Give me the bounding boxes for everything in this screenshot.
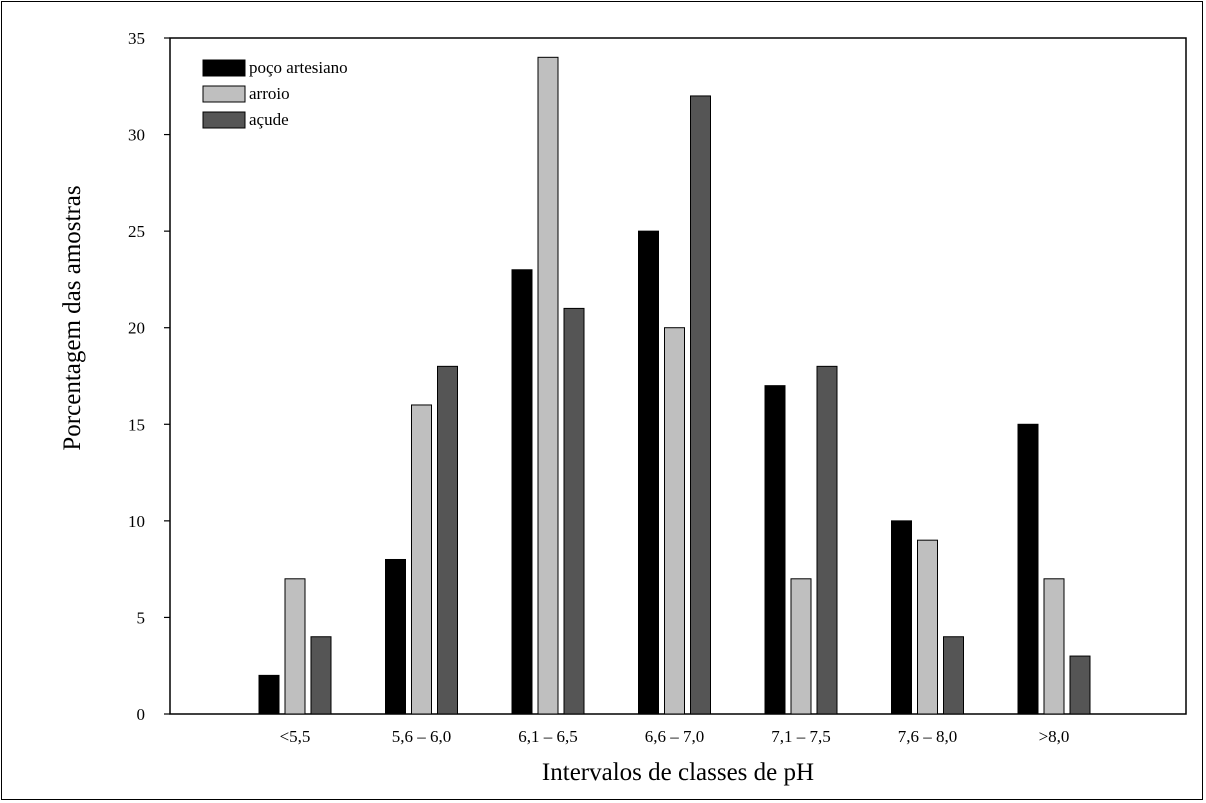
y-axis-ticks: 0 5 10 15 20 25 30 35 (128, 29, 170, 724)
x-tick-label: 5,6 – 6,0 (392, 727, 452, 746)
y-tick-label: 20 (128, 319, 145, 338)
bar (411, 404, 432, 715)
bar (563, 307, 585, 715)
bar (284, 578, 306, 715)
bars (258, 56, 1091, 715)
bar (664, 327, 685, 715)
y-tick-label: 25 (128, 222, 145, 241)
x-axis-ticks: <5,5 5,6 – 6,0 6,1 – 6,5 6,6 – 7,0 7,1 – 7,5… (280, 727, 1070, 746)
y-tick-label: 15 (128, 415, 145, 434)
bar (437, 365, 458, 715)
x-tick-label: 7,6 – 8,0 (898, 727, 958, 746)
legend: poço artesiano arroio açude (202, 58, 348, 129)
legend-swatch (202, 59, 246, 77)
x-axis-title: Intervalos de classes de pH (542, 759, 814, 786)
bar (385, 558, 406, 715)
bar (816, 365, 838, 715)
x-tick-label: >8,0 (1039, 727, 1070, 746)
x-tick-label: 6,6 – 7,0 (645, 727, 705, 746)
bar (537, 56, 559, 715)
x-tick-label: 6,1 – 6,5 (518, 727, 578, 746)
y-tick-label: 35 (128, 29, 145, 48)
bar (891, 520, 912, 715)
bar (943, 636, 964, 715)
legend-swatch (202, 85, 246, 103)
bar (1017, 423, 1039, 715)
bar (764, 385, 786, 715)
x-tick-label: <5,5 (280, 727, 311, 746)
bar (638, 230, 659, 715)
legend-swatch (202, 111, 246, 129)
bar (1043, 578, 1065, 715)
y-axis-title: Porcentagem das amostras (59, 185, 86, 450)
bar (690, 95, 711, 715)
legend-label: açude (249, 110, 289, 129)
legend-label: poço artesiano (249, 58, 348, 77)
bar (790, 578, 812, 715)
bar (511, 269, 533, 715)
bar (258, 674, 280, 715)
y-tick-label: 10 (128, 512, 145, 531)
bar (917, 539, 938, 715)
y-tick-label: 0 (137, 705, 146, 724)
legend-label: arroio (249, 84, 290, 103)
y-tick-label: 5 (137, 608, 146, 627)
x-tick-label: 7,1 – 7,5 (771, 727, 831, 746)
bar (310, 636, 332, 715)
y-tick-label: 30 (128, 126, 145, 145)
bar (1069, 655, 1091, 715)
